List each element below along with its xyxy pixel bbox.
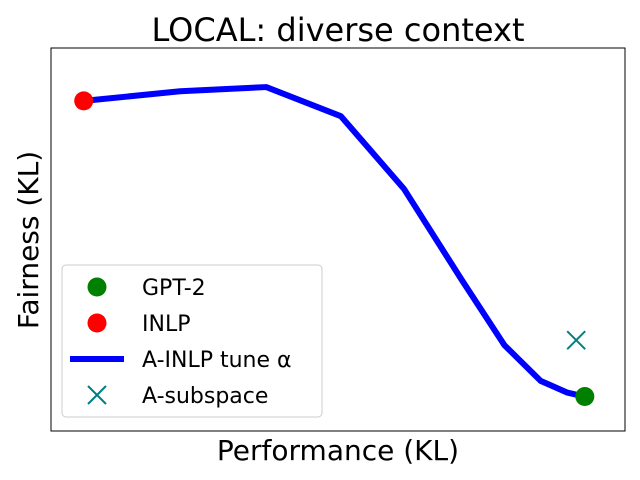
legend-a-subspace-label: A-subspace (142, 384, 268, 409)
legend-a-inlp-tune-label: A-INLP tune α (142, 348, 292, 373)
y-axis-label: Fairness (KL) (12, 151, 45, 329)
legend-a-subspace-handle (87, 385, 107, 405)
legend-inlp-handle (87, 313, 107, 333)
data-marks (74, 84, 595, 407)
chart-title: LOCAL: diverse context (151, 11, 524, 49)
legend-inlp-label: INLP (142, 312, 190, 337)
axes-frame (50, 47, 626, 432)
series-line-a-inlp-tune (83, 84, 586, 400)
point-a-subspace-0 (566, 330, 586, 350)
legend: GPT-2 INLP A-INLP tune α A-subspace (61, 264, 323, 418)
legend-a-subspace-handle-stroke-b (87, 385, 107, 405)
point-a-subspace-0-stroke-b (566, 330, 586, 350)
point-inlp-0 (74, 91, 94, 111)
legend-gpt-2-handle (87, 277, 107, 297)
x-axis-label: Performance (KL) (217, 434, 459, 467)
legend-entries: GPT-2 INLP A-INLP tune α A-subspace (70, 276, 292, 409)
legend-frame (61, 264, 323, 418)
plot-area (50, 47, 626, 432)
point-gpt-2-0 (575, 387, 595, 407)
legend-gpt-2-label: GPT-2 (142, 276, 206, 301)
